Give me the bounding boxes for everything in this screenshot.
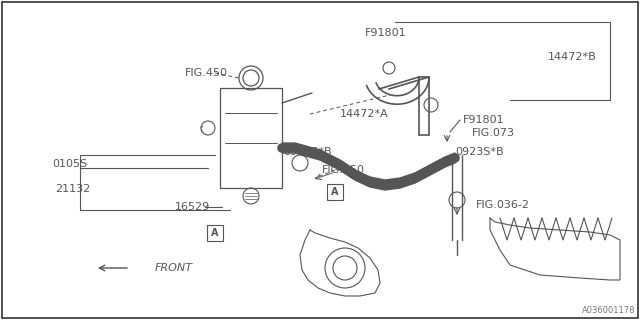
- Text: 0105S: 0105S: [52, 159, 87, 169]
- Text: F91801: F91801: [365, 28, 406, 38]
- Text: FIG.450: FIG.450: [185, 68, 228, 78]
- Text: FIG.036-2: FIG.036-2: [476, 200, 530, 210]
- Text: A: A: [211, 228, 219, 238]
- Text: A036001178: A036001178: [582, 306, 635, 315]
- Text: FRONT: FRONT: [155, 263, 193, 273]
- Text: A: A: [332, 187, 339, 197]
- Text: F91801: F91801: [463, 115, 504, 125]
- Bar: [207, 225, 223, 241]
- Text: 0923S*B: 0923S*B: [283, 147, 332, 157]
- Text: 14472*A: 14472*A: [340, 109, 388, 119]
- Text: 14472*B: 14472*B: [548, 52, 596, 62]
- Text: FIG.450: FIG.450: [322, 165, 365, 175]
- Bar: [327, 184, 343, 200]
- Text: 21132: 21132: [55, 184, 90, 194]
- Text: 16529: 16529: [175, 202, 211, 212]
- Text: 0923S*B: 0923S*B: [455, 147, 504, 157]
- Text: FIG.073: FIG.073: [472, 128, 515, 138]
